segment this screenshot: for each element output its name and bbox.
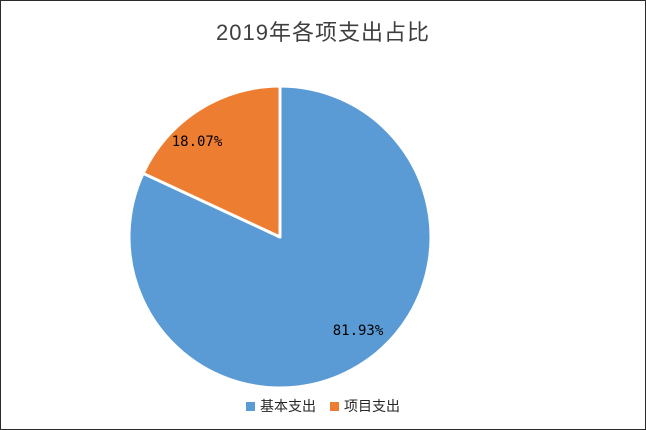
- chart-title: 2019年各项支出占比: [216, 20, 430, 45]
- legend-item-project-expenditure[interactable]: 项目支出: [330, 396, 400, 416]
- legend-swatch-project-expenditure-icon: [330, 402, 339, 411]
- pie-slice-1[interactable]: [141, 84, 282, 239]
- legend: 基本支出 项目支出: [1, 396, 645, 416]
- legend-swatch-basic-expenditure-icon: [246, 402, 255, 411]
- legend-item-basic-expenditure[interactable]: 基本支出: [246, 396, 316, 416]
- legend-label-project-expenditure: 项目支出: [344, 398, 400, 414]
- legend-label-basic-expenditure: 基本支出: [260, 398, 316, 414]
